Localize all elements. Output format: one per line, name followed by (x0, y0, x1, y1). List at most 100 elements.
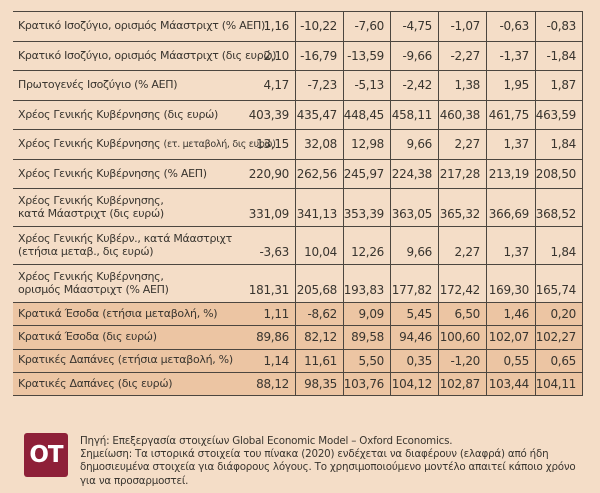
value-cell: 11,61 (295, 349, 343, 372)
table-row: Χρέος Γενικής Κυβέρνησης (% ΑΕΠ) 220,90 2… (13, 159, 583, 189)
value-cell: 177,82 (390, 265, 438, 302)
value-cell: 448,45 (343, 100, 390, 129)
value-cell: 102,87 (438, 372, 486, 395)
value-cell: 13,15 (256, 137, 289, 152)
footer: OT Πηγή: Επεξεργασία στοιχείων Global Ec… (24, 433, 580, 488)
value-cell: 103,76 (343, 372, 390, 395)
value-cell: 1,37 (486, 130, 535, 159)
value-cell: 2,10 (263, 48, 289, 63)
table-row: Πρωτογενές Ισοζύγιο (% ΑΕΠ) 4,17 -7,23 -5,… (13, 71, 583, 101)
value-cell: 213,19 (486, 159, 535, 188)
value-cell: 89,86 (256, 330, 289, 345)
value-cell: 365,32 (438, 189, 486, 226)
row-label-line1: Κρατικές Δαπάνες (ετήσια μεταβολή, %) (18, 353, 233, 367)
value-cell: 104,12 (390, 372, 438, 395)
value-cell: 435,47 (295, 100, 343, 129)
row-label-line1: Χρέος Γενικής Κυβέρνησης, (18, 270, 164, 283)
row-label: Κρατικό Ισοζύγιο, ορισμός Μάαστριχτ (% Α… (13, 12, 265, 41)
value-cell: 1,84 (535, 227, 583, 264)
value-cell: 245,97 (343, 159, 390, 188)
value-cell: 2,27 (438, 227, 486, 264)
economic-data-table: Κρατικό Ισοζύγιο, ορισμός Μάαστριχτ (% Α… (13, 11, 583, 396)
value-cell: 460,38 (438, 100, 486, 129)
value-cell: 193,83 (343, 265, 390, 302)
value-cell: -16,79 (295, 41, 343, 70)
note-text: Σημείωση: Τα ιστορικά στοιχεία του πίνακ… (80, 448, 576, 487)
row-label-line1: Κρατικό Ισοζύγιο, ορισμός Μάαστριχτ (% Α… (18, 19, 265, 32)
value-cell: 172,42 (438, 265, 486, 302)
row-label: Χρέος Γενικής Κυβέρνησης, ορισμός Μάαστρ… (13, 265, 213, 302)
row-label-line1: Χρέος Γενικής Κυβέρνησης (ετ. μεταβολή, … (18, 136, 276, 150)
value-cell: -7,23 (295, 71, 343, 100)
row-label-line1: Χρέος Γενικής Κυβέρνησης, (18, 194, 164, 207)
value-cell: 82,12 (295, 326, 343, 349)
row-label: Χρέος Γενικής Κυβέρνησης (δις ευρώ) (13, 101, 218, 130)
value-cell: 10,04 (295, 227, 343, 264)
value-cell: 331,09 (248, 207, 290, 221)
value-cell: 0,35 (390, 349, 438, 372)
value-cell: 5,45 (390, 303, 438, 326)
footer-notes: Πηγή: Επεξεργασία στοιχείων Global Econo… (80, 433, 580, 488)
value-cell: 89,58 (343, 326, 390, 349)
value-cell: 0,20 (535, 303, 583, 326)
table-row: Κρατικά Έσοδα (δις ευρώ) 89,86 82,12 89,58… (13, 326, 583, 350)
value-cell: -2,27 (438, 41, 486, 70)
value-cell: 5,50 (343, 349, 390, 372)
value-cell: 220,90 (248, 166, 290, 181)
row-label: Κρατικές Δαπάνες (ετήσια μεταβολή, %) (13, 350, 233, 372)
value-cell: -7,60 (343, 12, 390, 41)
value-cell: 165,74 (535, 265, 583, 302)
value-cell: 12,98 (343, 130, 390, 159)
row-label-line2: (ετήσια μεταβ., δις ευρώ) (18, 244, 154, 258)
source-text: Πηγή: Επεξεργασία στοιχείων Global Econo… (80, 435, 453, 447)
value-cell: -2,42 (390, 71, 438, 100)
row-label: Πρωτογενές Ισοζύγιο (% ΑΕΠ) (13, 71, 213, 100)
value-cell: 262,56 (295, 159, 343, 188)
value-cell: -8,62 (295, 303, 343, 326)
value-cell: 403,39 (248, 107, 290, 122)
row-label: Κρατικό Ισοζύγιο, ορισμός Μάαστριχτ (δις… (13, 42, 277, 71)
table-row: Κρατικά Έσοδα (ετήσια μεταβολή, %) 1,11-… (13, 303, 583, 327)
value-cell: 94,46 (390, 326, 438, 349)
value-cell: 1,46 (486, 303, 535, 326)
value-cell: 363,05 (390, 189, 438, 226)
row-label-line1: Κρατικά Έσοδα (ετήσια μεταβολή, %) (18, 306, 218, 320)
table-row: Χρέος Γενικής Κυβέρνησης (ετ. μεταβολή, … (13, 130, 583, 160)
value-cell: 1,95 (486, 71, 535, 100)
row-label: Χρέος Γενικής Κυβέρν., κατά Μάαστριχτ (ε… (13, 227, 232, 264)
value-cell: 6,50 (438, 303, 486, 326)
value-cell: 224,38 (390, 159, 438, 188)
value-cell: 208,50 (535, 159, 583, 188)
value-cell: 9,66 (390, 227, 438, 264)
value-cell: 463,59 (535, 100, 583, 129)
value-cell: 181,31 (248, 283, 290, 297)
row-label-line2: κατά Μάαστριχτ (δις ευρώ) (18, 206, 164, 220)
value-cell: 368,52 (535, 189, 583, 226)
row-label: Χρέος Γενικής Κυβέρνησης, κατά Μάαστριχτ… (13, 189, 213, 226)
table-row: Κρατικό Ισοζύγιο, ορισμός Μάαστριχτ (% Α… (13, 12, 583, 42)
value-cell: 9,09 (343, 303, 390, 326)
value-cell: 1,84 (535, 130, 583, 159)
table-row: Χρέος Γενικής Κυβέρνησης (δις ευρώ) 403,… (13, 100, 583, 130)
value-cell: -1,84 (535, 41, 583, 70)
value-cell: 0,65 (535, 349, 583, 372)
row-label-line1: Χρέος Γενικής Κυβέρν., κατά Μάαστριχτ (18, 232, 232, 245)
value-cell: 100,60 (438, 326, 486, 349)
value-cell: 98,35 (295, 372, 343, 395)
value-cell: -10,22 (295, 12, 343, 41)
value-cell: 2,27 (438, 130, 486, 159)
value-cell: 458,11 (390, 100, 438, 129)
value-cell: 1,38 (438, 71, 486, 100)
value-cell: 32,08 (295, 130, 343, 159)
table-row: Κρατικές Δαπάνες (ετήσια μεταβολή, %) 1,… (13, 349, 583, 373)
row-label: Χρέος Γενικής Κυβέρνησης (ετ. μεταβολή, … (13, 130, 276, 159)
value-cell: 4,17 (263, 78, 289, 93)
value-cell: 103,44 (486, 372, 535, 395)
row-label-line1: Κρατικές Δαπάνες (δις ευρώ) (18, 376, 173, 390)
value-cell: -1,20 (438, 349, 486, 372)
row-label-line1: Κρατικά Έσοδα (δις ευρώ) (18, 330, 157, 344)
ot-logo: OT (24, 433, 68, 477)
value-cell: 217,28 (438, 159, 486, 188)
value-cell: -3,63 (259, 245, 289, 259)
value-cell: -0,63 (486, 12, 535, 41)
